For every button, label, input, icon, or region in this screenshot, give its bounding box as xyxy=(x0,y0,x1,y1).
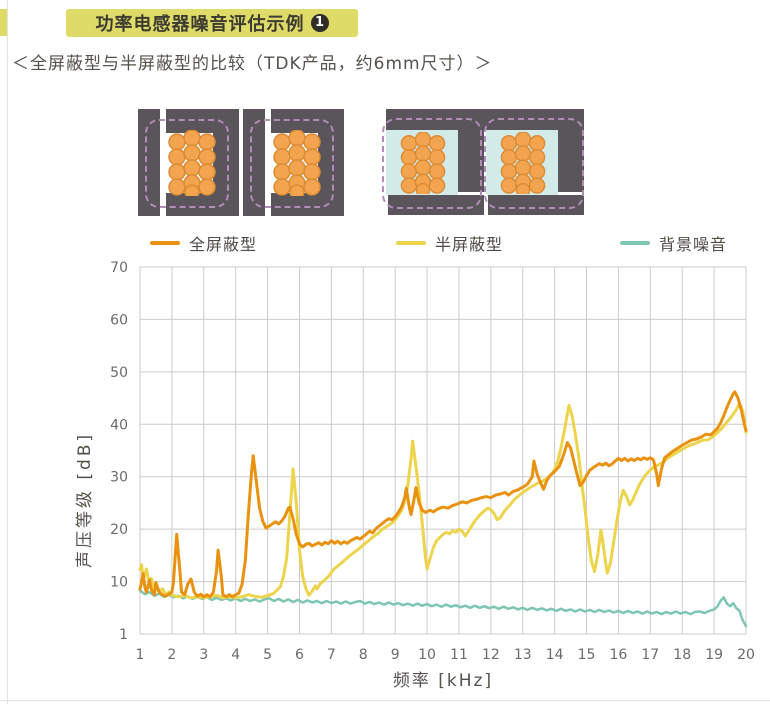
legend-label: 半屏蔽型 xyxy=(435,235,504,254)
legend-label: 背景噪音 xyxy=(659,235,728,254)
series-背景噪音 xyxy=(138,589,748,628)
y-tick-label: 50 xyxy=(110,365,128,381)
legend-line-teal xyxy=(620,241,650,245)
flux-path-outline xyxy=(484,118,584,209)
flux-path-outline xyxy=(382,118,482,209)
series-全屏蔽型 xyxy=(138,390,748,599)
y-tick-label: 60 xyxy=(110,312,128,328)
flux-path-outline xyxy=(250,119,334,208)
x-axis-title: 频率 [kHz] xyxy=(392,671,494,691)
number-1-badge: 1 xyxy=(310,14,329,32)
y-tick-label: 20 xyxy=(110,522,128,538)
x-tick-label: 6 xyxy=(295,647,304,663)
x-tick-label: 17 xyxy=(641,647,659,663)
page-title: 功率电感器噪音评估示例 xyxy=(95,14,305,35)
legend-item-half-shield: 半屏蔽型 xyxy=(396,231,503,255)
x-tick-label: 5 xyxy=(263,647,272,663)
full-shield-diagram xyxy=(136,107,346,218)
coil-winding xyxy=(500,132,546,194)
core-post xyxy=(558,130,584,192)
x-tick-label: 19 xyxy=(705,647,723,663)
shield-plate xyxy=(243,109,265,216)
shield-plate xyxy=(138,109,160,216)
coil-winding xyxy=(168,130,216,196)
coil-winding xyxy=(400,132,446,194)
y-tick-label: 30 xyxy=(110,470,128,486)
x-tick-label: 11 xyxy=(450,647,468,663)
x-tick-label: 9 xyxy=(391,647,400,663)
y-tick-label: 40 xyxy=(110,417,128,433)
legend-line-yellow xyxy=(396,241,426,245)
page-bottom-border xyxy=(0,700,770,701)
page-left-border xyxy=(7,0,8,704)
x-tick-label: 1 xyxy=(136,647,145,663)
x-tick-label: 4 xyxy=(231,647,240,663)
x-tick-label: 18 xyxy=(673,647,691,663)
y-tick-label: 1 xyxy=(119,627,128,643)
legend-label: 全屏蔽型 xyxy=(189,235,258,254)
title-banner: 功率电感器噪音评估示例 1 xyxy=(66,9,358,37)
core-top-plate xyxy=(386,109,584,130)
legend-item-full-shield: 全屏蔽型 xyxy=(150,231,257,255)
banner-edge-sliver xyxy=(0,9,7,36)
series-半屏蔽型 xyxy=(138,401,748,600)
x-tick-label: 10 xyxy=(418,647,436,663)
x-tick-label: 16 xyxy=(610,647,628,663)
legend-line-orange xyxy=(150,241,180,245)
half-shield-diagram xyxy=(382,107,586,218)
y-tick-label: 10 xyxy=(110,575,128,591)
y-axis-title: 声压等级 [dB] xyxy=(75,431,95,568)
chart-subtitle: ＜全屏蔽型与半屏蔽型的比较（TDK产品，约6mm尺寸）＞ xyxy=(12,54,493,74)
x-tick-label: 20 xyxy=(737,647,755,663)
x-tick-label: 8 xyxy=(359,647,368,663)
core-bottom-plate xyxy=(388,195,484,215)
x-tick-label: 15 xyxy=(578,647,596,663)
coil-winding xyxy=(273,130,321,196)
x-tick-label: 7 xyxy=(327,647,336,663)
flux-path-outline xyxy=(145,119,229,208)
x-tick-label: 14 xyxy=(546,647,564,663)
x-tick-label: 13 xyxy=(514,647,532,663)
x-tick-label: 3 xyxy=(199,647,208,663)
core-post xyxy=(458,130,484,192)
core-bottom-plate xyxy=(488,195,584,215)
legend-item-background-noise: 背景噪音 xyxy=(620,231,727,255)
x-tick-label: 2 xyxy=(167,647,176,663)
y-tick-label: 70 xyxy=(110,260,128,276)
x-tick-label: 12 xyxy=(482,647,500,663)
